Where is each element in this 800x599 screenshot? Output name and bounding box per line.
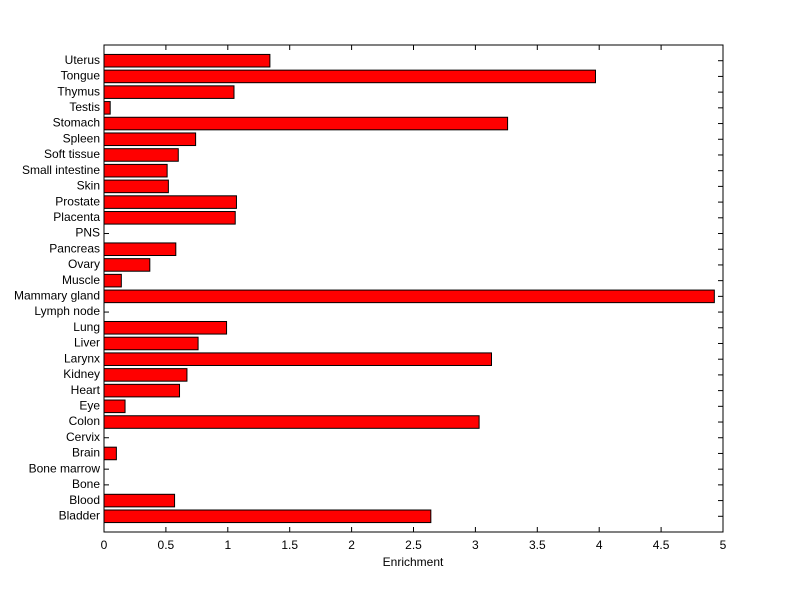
x-tick-label: 3 — [472, 538, 479, 552]
x-tick-label: 4 — [596, 538, 603, 552]
x-tick-label: 5 — [720, 538, 727, 552]
bar — [103, 211, 236, 225]
y-tick-label: Liver — [74, 336, 100, 350]
plot-frame — [103, 44, 724, 533]
bar — [103, 85, 235, 99]
y-tick-label: Ovary — [68, 257, 100, 271]
bar — [103, 320, 228, 335]
bar — [103, 163, 168, 178]
bar — [103, 336, 199, 351]
bar — [103, 415, 480, 429]
y-tick-label: Cervix — [66, 430, 100, 444]
y-tick-label: Spleen — [63, 131, 100, 145]
y-tick-label: Uterus — [65, 53, 100, 67]
y-tick-label: Heart — [71, 383, 101, 397]
bar — [103, 148, 179, 162]
bar — [103, 195, 237, 209]
y-tick-label: Tongue — [61, 69, 101, 83]
x-tick-label: 3.5 — [529, 538, 546, 552]
y-tick-label: Thymus — [57, 84, 100, 98]
bar — [103, 242, 177, 257]
bar — [103, 383, 181, 398]
y-tick-label: Eye — [79, 398, 100, 412]
y-tick-label: Bladder — [59, 508, 100, 522]
y-tick-label: Larynx — [64, 351, 100, 365]
y-tick-label: Colon — [69, 414, 100, 428]
bar — [103, 289, 715, 304]
y-tick-label: Blood — [69, 493, 100, 507]
x-tick-label: 2 — [348, 538, 355, 552]
x-tick-label: 2.5 — [405, 538, 422, 552]
y-tick-label: Pancreas — [49, 241, 100, 255]
y-tick-label: Bone — [72, 477, 100, 491]
bar — [103, 101, 111, 115]
y-tick-label: Testis — [69, 100, 100, 114]
y-tick-label: Skin — [77, 179, 100, 193]
bar — [103, 116, 509, 131]
bar — [103, 368, 188, 382]
bar — [103, 352, 492, 366]
y-tick-label: Stomach — [53, 116, 100, 130]
x-axis-label: Enrichment — [383, 555, 444, 569]
y-tick-label: Bone marrow — [29, 461, 101, 475]
x-tick-label: 4.5 — [653, 538, 670, 552]
bar — [103, 132, 197, 147]
x-tick-label: 1.5 — [281, 538, 298, 552]
y-tick-label: Muscle — [62, 273, 100, 287]
bar — [103, 258, 151, 272]
bar — [103, 509, 432, 524]
y-tick-label: Small intestine — [22, 163, 100, 177]
bar — [103, 446, 117, 461]
y-tick-label: Lung — [73, 320, 100, 334]
y-tick-label: Lymph node — [34, 304, 100, 318]
bar — [103, 53, 271, 68]
bar — [103, 69, 596, 84]
y-tick-label: Prostate — [55, 194, 100, 208]
x-tick-label: 0 — [101, 538, 108, 552]
bar — [103, 493, 176, 508]
y-tick-label: Mammary gland — [14, 289, 100, 303]
bar — [103, 273, 122, 288]
bar — [103, 399, 126, 414]
x-tick-label: 0.5 — [158, 538, 175, 552]
y-tick-label: Placenta — [53, 210, 100, 224]
y-tick-label: Brain — [72, 446, 100, 460]
y-tick-label: Soft tissue — [44, 147, 100, 161]
x-tick-label: 1 — [224, 538, 231, 552]
y-tick-label: PNS — [75, 226, 100, 240]
y-tick-label: Kidney — [63, 367, 100, 381]
bar — [103, 179, 169, 194]
